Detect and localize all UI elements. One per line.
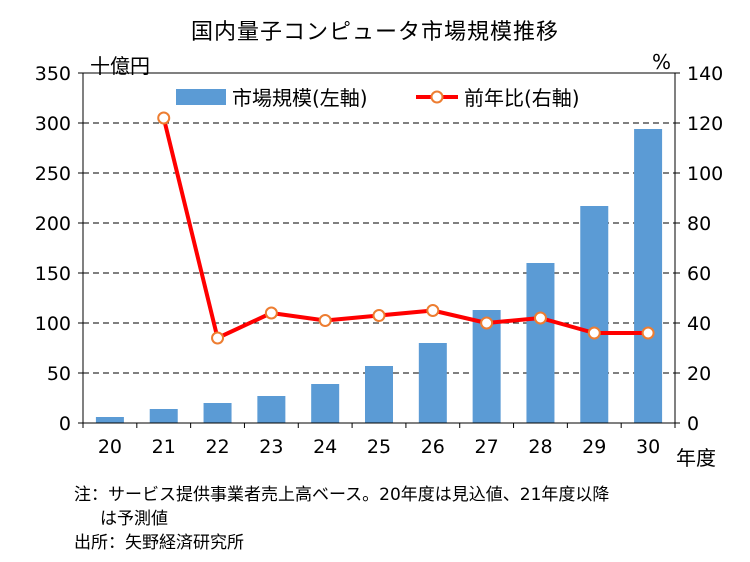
right-tick-label: 0 <box>687 413 699 435</box>
growth-point-21 <box>157 111 171 125</box>
right-tick-label: 40 <box>687 313 711 335</box>
x-tick-label: 21 <box>152 436 176 458</box>
x-tick-label: 24 <box>313 436 337 458</box>
bar-20 <box>95 417 124 423</box>
bar-28 <box>526 263 555 423</box>
right-tick-label: 140 <box>687 63 723 85</box>
bar-26 <box>418 343 447 423</box>
growth-point-25 <box>372 309 386 322</box>
x-tick-label: 22 <box>205 436 229 458</box>
growth-point-30 <box>641 326 655 340</box>
bar-22 <box>203 403 232 423</box>
bar-21 <box>149 409 178 423</box>
chart-title: 国内量子コンピュータ市場規模推移 <box>190 20 559 45</box>
x-tick-label: 30 <box>636 436 660 458</box>
growth-point-26 <box>426 304 440 317</box>
right-tick-label: 20 <box>687 363 711 385</box>
bar-30 <box>634 129 663 423</box>
left-tick-label: 300 <box>35 113 71 135</box>
x-tick-label: 23 <box>259 436 283 458</box>
left-tick-label: 200 <box>35 213 71 235</box>
note-line-1: 注：サービス提供事業者売上高ベース。20年度は見込値、21年度以降 <box>74 485 610 505</box>
left-tick-label: 250 <box>35 163 71 185</box>
x-axis-label: 年度 <box>676 446 716 470</box>
growth-rate-line <box>161 117 649 340</box>
growth-point-27 <box>480 316 494 330</box>
legend-line-marker <box>430 90 444 104</box>
growth-point-23 <box>264 306 278 320</box>
left-tick-label: 0 <box>59 413 71 435</box>
legend-bar-swatch <box>176 89 226 105</box>
legend-bar-label: 市場規模(左軸) <box>232 86 368 110</box>
growth-point-29 <box>587 326 601 340</box>
growth-point-28 <box>533 311 547 325</box>
chart-svg: 0 50 100 150 200 250 300 350 0 20 40 60 80 100 120 140 2… <box>35 63 724 470</box>
note-line-2: は予測値 <box>100 509 168 529</box>
right-tick-label: 100 <box>687 163 723 185</box>
bar-25 <box>365 366 393 423</box>
right-tick-label: 120 <box>687 113 723 135</box>
x-tick-label: 29 <box>582 436 606 458</box>
legend-line-label: 前年比(右軸) <box>464 86 580 110</box>
x-tick-label: 20 <box>98 436 122 458</box>
right-tick-label: 60 <box>687 263 711 285</box>
x-tick-label: 26 <box>421 436 445 458</box>
source-note: 出所：矢野経済研究所 <box>74 533 244 553</box>
left-tick-label: 100 <box>35 313 71 335</box>
left-tick-label: 350 <box>35 63 71 85</box>
left-tick-label: 150 <box>35 263 71 285</box>
bar-29 <box>580 206 609 423</box>
plot-frame <box>82 72 676 424</box>
left-tick-label: 50 <box>47 363 71 385</box>
right-axis-unit: % <box>652 50 672 74</box>
left-axis-unit: 十億円 <box>90 54 150 78</box>
bar-24 <box>311 384 340 423</box>
x-tick-label: 25 <box>367 436 391 458</box>
bar-23 <box>257 396 286 423</box>
right-tick-label: 80 <box>687 213 711 235</box>
growth-point-22 <box>211 331 225 345</box>
x-tick-label: 28 <box>528 436 552 458</box>
x-tick-label: 27 <box>475 436 499 458</box>
growth-point-24 <box>318 314 332 327</box>
